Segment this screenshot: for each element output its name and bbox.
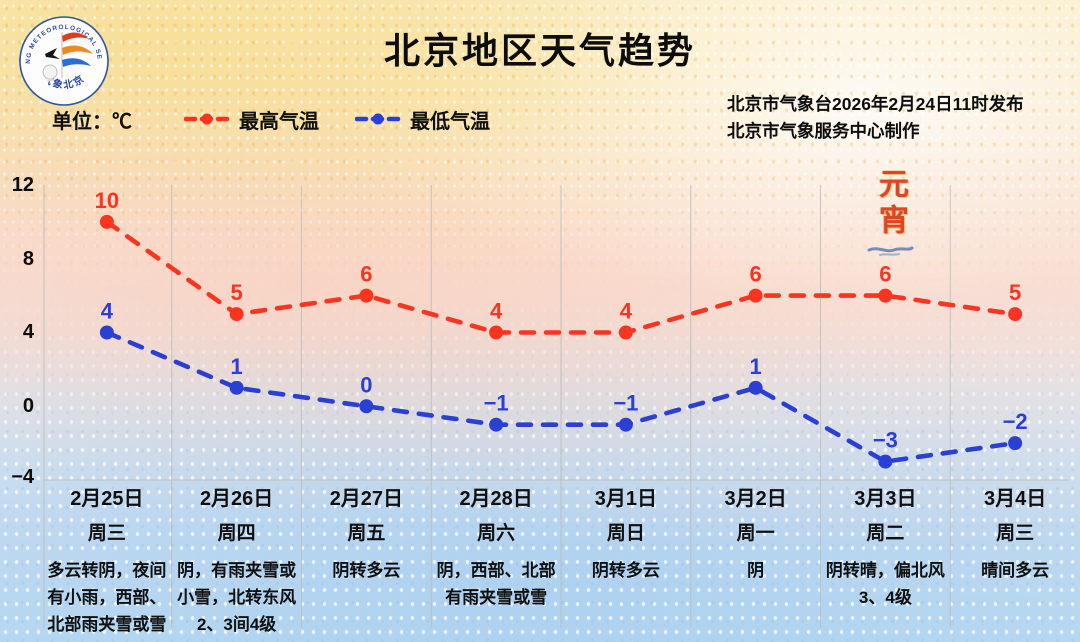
- day-column: 2月27日 周五 阴转多云: [302, 487, 432, 638]
- low-temp-point: [359, 399, 374, 414]
- high-temp-point: [359, 288, 374, 303]
- day-weekday: 周三: [996, 523, 1035, 544]
- lantern-festival-calligraphy: 元宵: [874, 168, 907, 240]
- day-weekday: 周三: [87, 523, 126, 544]
- beijing-meteorological-service-logo: BEIJING METEOROLOGICAL SERVICE 气象北京: [18, 15, 109, 106]
- low-temp-point: [229, 380, 244, 395]
- legend-label-low-temp: 最低气温: [410, 110, 490, 133]
- high-temp-line-marker-icon: [184, 113, 230, 125]
- day-weekday: 周五: [347, 523, 386, 544]
- lantern-festival-decoration: 元宵: [862, 168, 918, 258]
- low-temp-value-label: −1: [613, 391, 638, 416]
- low-temp-point: [1008, 436, 1023, 451]
- day-weather: 阴，有雨夹雪或小雪，北转东风2、3间4级: [177, 561, 297, 634]
- logo-orange-ribbon: [62, 45, 93, 55]
- day-weekday: 周一: [736, 523, 775, 544]
- legend-item-low-temp: 最低气温: [355, 105, 490, 134]
- day-date: 3月1日: [594, 488, 657, 510]
- low-temp-point: [618, 417, 633, 432]
- y-axis-tick: 4: [22, 321, 34, 343]
- high-temp-point: [1008, 307, 1023, 322]
- day-weather: 阴转多云: [332, 561, 401, 580]
- logo-red-ribbon: [62, 32, 89, 42]
- low-temp-line-marker-icon: [355, 113, 401, 125]
- day-weather: 阴: [747, 561, 765, 580]
- day-column: 2月26日 周四 阴，有雨夹雪或小雪，北转东风2、3间4级: [172, 487, 302, 638]
- day-column: 3月4日 周三 晴间多云: [950, 487, 1080, 638]
- logo-radar-stand: [47, 78, 53, 82]
- high-temp-value-label: 4: [620, 299, 633, 324]
- low-temp-value-label: 0: [360, 372, 372, 397]
- y-axis-tick: 12: [11, 174, 34, 196]
- low-temp-point: [878, 454, 893, 469]
- y-axis-tick: −4: [11, 466, 34, 488]
- publisher-info: 北京市气象台2026年2月24日11时发布 北京市气象服务中心制作: [727, 91, 1024, 145]
- day-weekday: 周二: [866, 523, 905, 544]
- high-temp-value-label: 5: [1009, 280, 1021, 305]
- day-weather: 阴转晴，偏北风3、4级: [825, 561, 945, 607]
- high-temp-point: [878, 288, 893, 303]
- high-temp-value-label: 6: [879, 262, 891, 287]
- day-weekday: 周日: [606, 523, 645, 544]
- unit-label: 单位：℃: [52, 110, 132, 133]
- page-title: 北京地区天气趋势: [383, 30, 696, 71]
- ink-swash-icon: [867, 246, 914, 256]
- day-weather: 晴间多云: [981, 561, 1050, 580]
- day-column: 3月1日 周日 阴转多云: [561, 487, 691, 638]
- y-axis-tick: 0: [22, 395, 34, 417]
- high-temp-value-label: 4: [490, 299, 503, 324]
- high-temp-point: [229, 307, 244, 322]
- publisher-line2: 北京市气象服务中心制作: [727, 121, 920, 141]
- high-temp-point: [618, 325, 633, 340]
- day-weather: 多云转阴，夜间有小雨，西部、北部雨夹雪或雪: [47, 561, 167, 634]
- low-temp-line: [104, 330, 1018, 464]
- high-temp-value-label: 6: [750, 262, 762, 287]
- publisher-line1: 北京市气象台2026年2月24日11时发布: [727, 94, 1024, 114]
- day-weekday: 周四: [217, 523, 256, 544]
- high-temp-point: [99, 214, 114, 229]
- low-temp-value-label: −3: [873, 428, 898, 453]
- day-weather: 阴转多云: [591, 561, 660, 580]
- legend: 单位：℃ 最高气温 最低气温: [52, 105, 526, 134]
- logo-blue-ribbon: [62, 58, 91, 67]
- low-temp-point: [99, 325, 114, 340]
- legend-item-high-temp: 最高气温: [184, 105, 319, 134]
- day-weekday: 周六: [477, 523, 516, 544]
- day-date: 2月25日: [70, 488, 144, 510]
- logo-artwork: [42, 32, 93, 82]
- day-date: 2月26日: [199, 488, 274, 510]
- day-weather: 阴，西部、北部有雨夹雪或雪: [436, 561, 556, 607]
- high-temp-value-label: 10: [95, 188, 119, 213]
- day-column: 3月2日 周一 阴: [691, 487, 821, 638]
- day-column: 2月25日 周三 多云转阴，夜间有小雨，西部、北部雨夹雪或雪: [42, 487, 172, 638]
- day-date: 3月2日: [724, 488, 787, 510]
- day-date: 3月3日: [854, 488, 917, 510]
- low-temp-point: [748, 380, 763, 395]
- low-temp-value-label: 1: [231, 354, 243, 379]
- high-temp-value-label: 5: [231, 280, 243, 305]
- day-date: 3月4日: [984, 488, 1047, 510]
- y-axis-tick: 8: [22, 248, 34, 270]
- high-temp-value-label: 6: [360, 262, 372, 287]
- x-axis-day-columns: 2月25日 周三 多云转阴，夜间有小雨，西部、北部雨夹雪或雪 2月26日 周四 …: [42, 487, 1080, 638]
- low-temp-value-label: −1: [484, 391, 509, 416]
- high-temp-point: [748, 288, 763, 303]
- day-column: 2月28日 周六 阴，西部、北部有雨夹雪或雪: [431, 487, 561, 638]
- day-date: 2月27日: [329, 488, 404, 510]
- high-temp-point: [489, 325, 504, 340]
- day-column: 3月3日 周二 阴转晴，偏北风3、4级: [821, 487, 951, 638]
- day-date: 2月28日: [459, 488, 533, 510]
- logo-bird-icon: [45, 48, 60, 59]
- low-temp-point: [489, 417, 504, 432]
- low-temp-value-label: −2: [1003, 409, 1028, 434]
- low-temp-value-label: 1: [750, 354, 762, 379]
- low-temp-value-label: 4: [101, 299, 114, 324]
- legend-label-high-temp: 最高气温: [239, 110, 319, 133]
